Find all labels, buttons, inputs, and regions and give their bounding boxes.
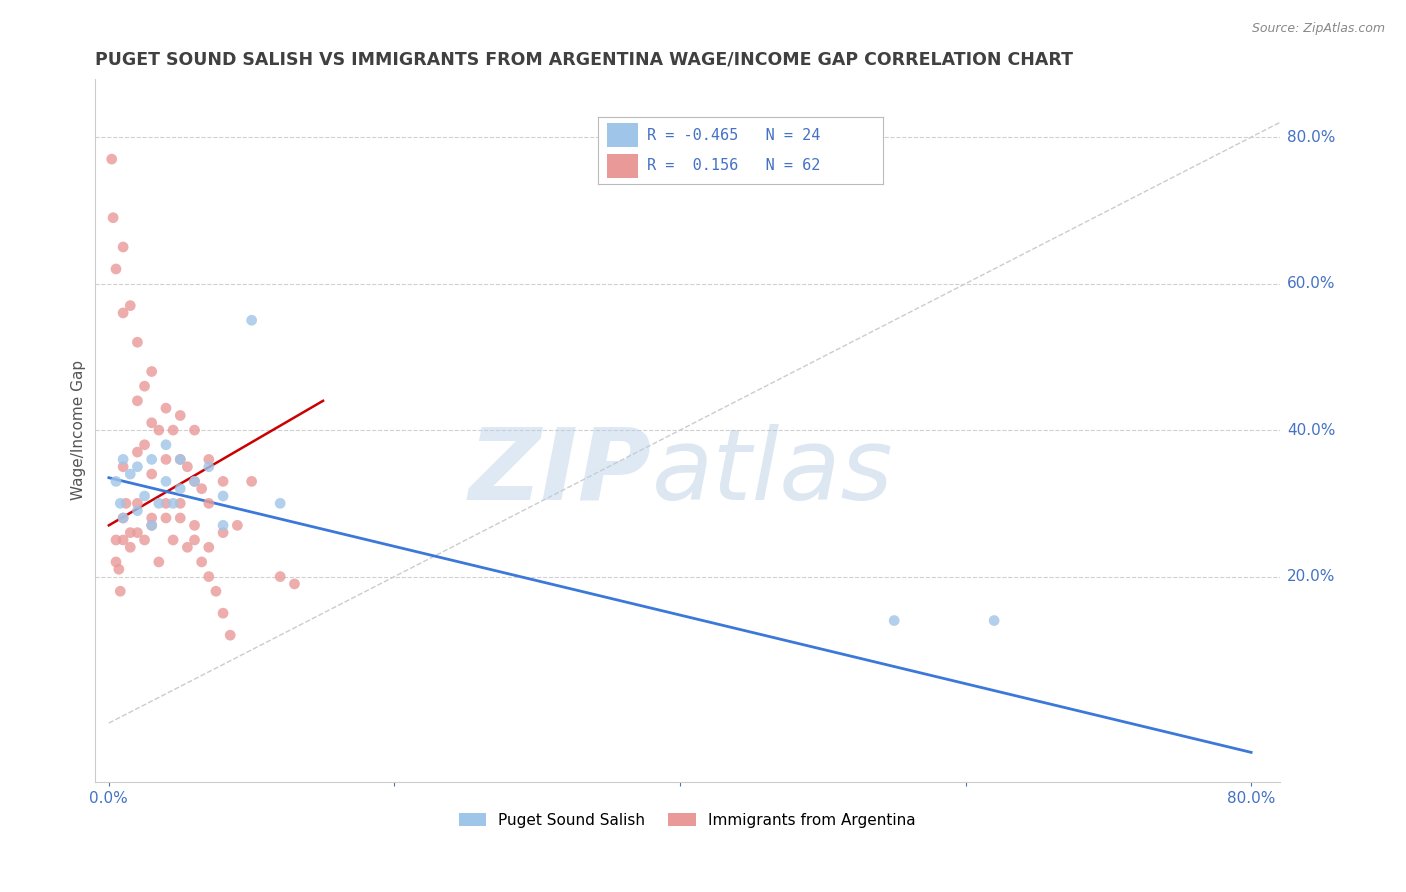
Point	[155, 511, 177, 525]
Text: PUGET SOUND SALISH VS IMMIGRANTS FROM ARGENTINA WAGE/INCOME GAP CORRELATION CHAR: PUGET SOUND SALISH VS IMMIGRANTS FROM AR…	[94, 51, 1073, 69]
Text: Source: ZipAtlas.com: Source: ZipAtlas.com	[1251, 22, 1385, 36]
Point	[141, 467, 163, 481]
Point	[205, 584, 228, 599]
Point	[155, 438, 177, 452]
Point	[212, 475, 235, 489]
Point	[198, 541, 221, 555]
Point	[240, 475, 263, 489]
Point	[148, 496, 170, 510]
Point	[176, 541, 198, 555]
Point	[212, 489, 235, 503]
Legend: Puget Sound Salish, Immigrants from Argentina: Puget Sound Salish, Immigrants from Arge…	[453, 806, 922, 834]
Point	[169, 482, 191, 496]
Point	[148, 555, 170, 569]
Point	[198, 452, 221, 467]
Point	[176, 459, 198, 474]
Point	[183, 475, 205, 489]
Y-axis label: Wage/Income Gap: Wage/Income Gap	[72, 360, 86, 500]
Point	[112, 306, 135, 320]
Point	[127, 393, 149, 408]
Point	[212, 606, 235, 620]
Point	[283, 577, 305, 591]
Point	[148, 423, 170, 437]
Point	[127, 445, 149, 459]
Point	[115, 496, 138, 510]
Point	[226, 518, 249, 533]
Point	[269, 496, 291, 510]
Point	[155, 452, 177, 467]
Point	[101, 211, 124, 225]
Text: 60.0%: 60.0%	[1286, 277, 1336, 291]
Point	[134, 489, 156, 503]
Point	[104, 262, 127, 277]
Point	[155, 475, 177, 489]
Point	[134, 438, 156, 452]
Point	[112, 459, 135, 474]
Point	[983, 614, 1005, 628]
Text: atlas: atlas	[651, 424, 893, 521]
Point	[104, 475, 127, 489]
Point	[269, 569, 291, 583]
Point	[169, 452, 191, 467]
Point	[141, 416, 163, 430]
Point	[183, 533, 205, 547]
Point	[112, 511, 135, 525]
Point	[155, 496, 177, 510]
Point	[162, 496, 184, 510]
Point	[134, 379, 156, 393]
Point	[190, 482, 212, 496]
Point	[183, 423, 205, 437]
Point	[141, 511, 163, 525]
Point	[120, 525, 142, 540]
Point	[169, 511, 191, 525]
Point	[120, 299, 142, 313]
Point	[141, 452, 163, 467]
Point	[212, 525, 235, 540]
Text: 40.0%: 40.0%	[1286, 423, 1336, 438]
Point	[110, 496, 132, 510]
Point	[212, 518, 235, 533]
Point	[183, 475, 205, 489]
Point	[120, 467, 142, 481]
Point	[240, 313, 263, 327]
Point	[127, 335, 149, 350]
Point	[141, 365, 163, 379]
Point	[155, 401, 177, 416]
Point	[169, 452, 191, 467]
Point	[100, 152, 122, 166]
Text: 80.0%: 80.0%	[1286, 129, 1336, 145]
Point	[219, 628, 242, 642]
Point	[127, 525, 149, 540]
Point	[104, 533, 127, 547]
Point	[110, 584, 132, 599]
Point	[162, 533, 184, 547]
Point	[112, 240, 135, 254]
Point	[112, 533, 135, 547]
Point	[141, 518, 163, 533]
Point	[198, 496, 221, 510]
Point	[190, 555, 212, 569]
Point	[169, 496, 191, 510]
Text: ZIP: ZIP	[468, 424, 651, 521]
Text: 20.0%: 20.0%	[1286, 569, 1336, 584]
Point	[169, 409, 191, 423]
Point	[183, 518, 205, 533]
Point	[112, 452, 135, 467]
Point	[162, 423, 184, 437]
Point	[127, 459, 149, 474]
Point	[120, 541, 142, 555]
Point	[127, 504, 149, 518]
Point	[112, 511, 135, 525]
Point	[127, 496, 149, 510]
Point	[198, 459, 221, 474]
Point	[141, 518, 163, 533]
Point	[198, 569, 221, 583]
Point	[108, 562, 131, 576]
Point	[104, 555, 127, 569]
Point	[134, 533, 156, 547]
Point	[883, 614, 905, 628]
